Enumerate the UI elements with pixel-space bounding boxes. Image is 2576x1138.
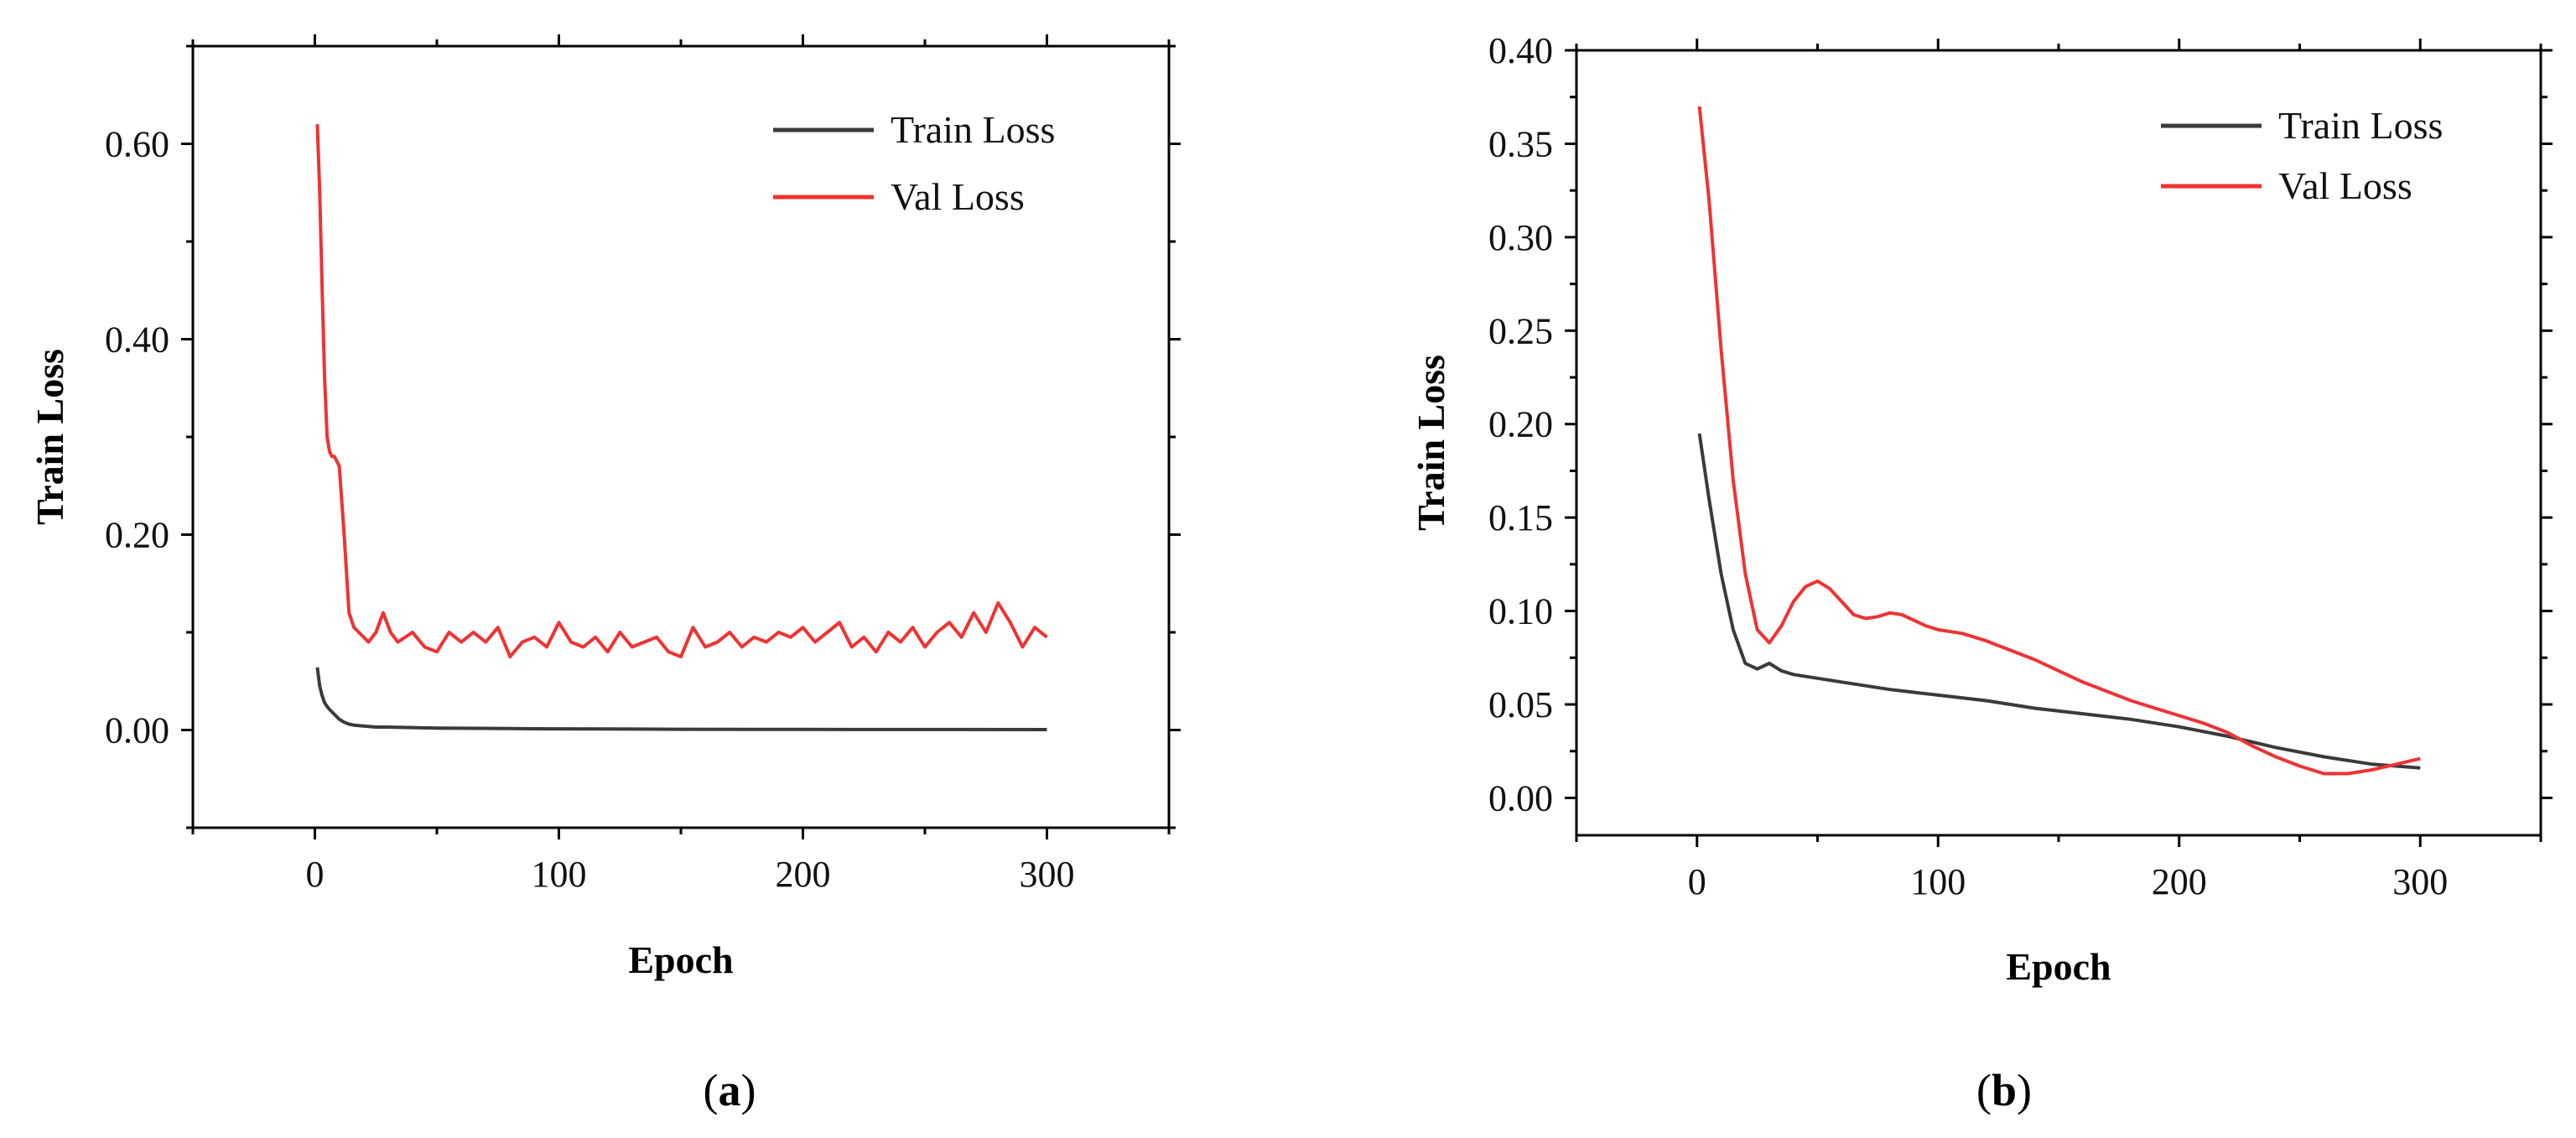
y-tick-label: 0.05: [1488, 684, 1553, 725]
panel-letter-a: a: [719, 1065, 741, 1115]
y-tick-label: 0.25: [1488, 310, 1553, 351]
panel-letter-b: b: [1992, 1065, 2017, 1115]
x-tick-label: 0: [1688, 861, 1706, 902]
x-axis-title: Epoch: [2006, 945, 2111, 988]
legend: Train Loss Val Loss: [2161, 104, 2443, 207]
legend-label-train-loss: Train Loss: [2278, 104, 2443, 147]
series-line-val-loss: [1697, 106, 2421, 776]
y-tick-label: 0.60: [105, 124, 169, 165]
panel-caption-b: (b): [1976, 1065, 2032, 1115]
series-group: [1697, 106, 2421, 776]
x-tick-label: 200: [2152, 861, 2207, 902]
y-axis-ticks: 0.00 0.20 0.40 0.60: [105, 44, 1181, 829]
x-tick-label: 0: [306, 854, 325, 895]
x-tick-label: 300: [2392, 861, 2448, 902]
y-tick-label: 0.10: [1488, 591, 1553, 632]
y-tick-label: 0.00: [1488, 777, 1553, 818]
y-tick-label: 0.20: [105, 515, 169, 556]
x-tick-label: 100: [532, 854, 587, 895]
series-group: [315, 124, 1048, 731]
x-axis-ticks: 0 100 200 300: [1575, 39, 2542, 902]
legend-label-train-loss: Train Loss: [891, 108, 1055, 151]
y-tick-label: 0.20: [1488, 404, 1553, 445]
x-tick-label: 200: [776, 854, 831, 895]
y-tick-label: 0.40: [105, 320, 169, 361]
y-tick-label: 0.15: [1488, 497, 1553, 538]
chart-panel-b: 0 100 200 300 0.000.050.100.150.200.250.300…: [1410, 30, 2553, 1115]
panel-caption-a: (a): [704, 1065, 756, 1115]
y-tick-label: 0.30: [1488, 217, 1553, 258]
series-line-train-loss: [315, 667, 1047, 731]
x-axis-title: Epoch: [628, 938, 733, 981]
y-tick-label: 0.00: [105, 710, 169, 751]
series-line-train-loss: [1697, 433, 2421, 770]
x-tick-label: 100: [1910, 861, 1966, 902]
legend-label-val-loss: Val Loss: [891, 175, 1025, 218]
x-axis-ticks: 0 100 200 300: [191, 34, 1171, 895]
plot-frame: [191, 44, 1171, 829]
y-axis-ticks: 0.00 0.05 0.10 0.15 0.20 0.25 0.30 0.35 0.40: [1488, 30, 2553, 818]
y-axis-title: Train Loss: [1410, 355, 1452, 531]
x-tick-label: 300: [1020, 854, 1075, 895]
series-line-val-loss: [315, 124, 1048, 659]
chart-panel-a: 0 100 200 300 0.00 0.20 0.40 0.60 Train Loss V…: [29, 34, 1181, 1115]
y-tick-label: 0.40: [1488, 30, 1553, 71]
legend: Train Loss Val Loss: [773, 108, 1055, 218]
y-tick-label: 0.35: [1488, 123, 1553, 164]
legend-label-val-loss: Val Loss: [2278, 164, 2412, 207]
y-axis-title: Train Loss: [29, 349, 71, 525]
